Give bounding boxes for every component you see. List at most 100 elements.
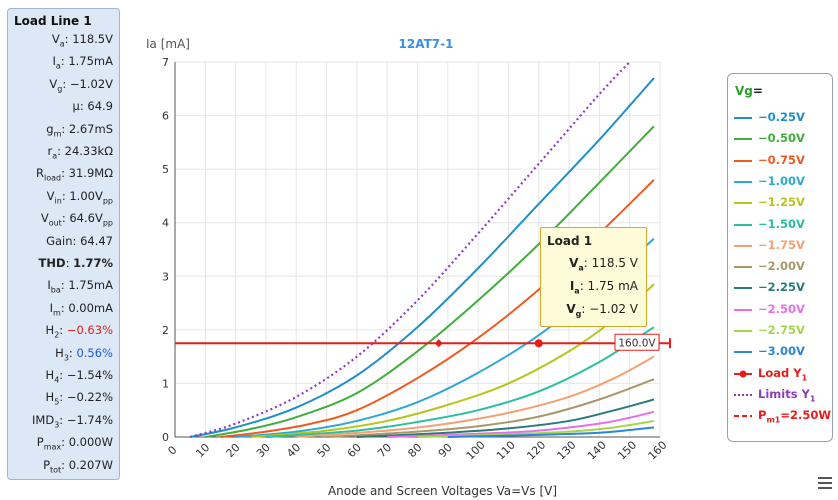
y-axis-label: Ia [mA] [146, 37, 190, 51]
x-tick-label: 80 [405, 441, 424, 460]
y-tick-label: 5 [162, 163, 169, 176]
x-tick-label: 40 [284, 441, 303, 460]
panel-row: Vout: 64.6Vpp [40, 211, 113, 228]
legend-item[interactable]: −1.50V [734, 217, 830, 233]
x-axis-label: Anode and Screen Voltages Va=Vs [V] [328, 484, 557, 498]
tooltip-title: Load 1 [547, 234, 593, 248]
tooltip-row: Vg: −1.02 V [566, 302, 638, 319]
legend-item[interactable]: Pm1=2.50W [734, 408, 832, 425]
x-tick-label: 110 [494, 439, 518, 463]
x-tick-label: 120 [524, 439, 548, 463]
x-tick-label: 0 [165, 443, 179, 457]
x-tick-label: 60 [345, 441, 364, 460]
x-tick-label: 160 [646, 439, 670, 463]
y-tick-label: 6 [162, 110, 169, 123]
y-tick-label: 7 [162, 56, 169, 69]
legend-label: −3.00V [758, 344, 805, 359]
legend-item[interactable]: −0.50V [734, 131, 830, 147]
legend-label: Load Y1 [758, 365, 808, 382]
series-line [356, 398, 655, 438]
marker-label: 160.0V [618, 337, 656, 349]
series-line [189, 77, 655, 438]
legend-item[interactable]: −3.00V [734, 344, 830, 360]
legend-label: −2.50V [758, 301, 805, 316]
panel-row: Ia: 1.75mA [52, 54, 113, 71]
series-line [265, 326, 655, 438]
panel-row: THD: 1.77% [38, 256, 113, 270]
panel-row: μ: 64.9 [72, 99, 113, 114]
legend-item[interactable]: −0.25V [734, 110, 830, 126]
panel-row: H5: −0.22% [45, 390, 113, 407]
legend-label: −0.25V [758, 110, 805, 124]
x-tick-label: 30 [254, 441, 273, 460]
series-line [387, 410, 655, 438]
y-tick-label: 3 [162, 270, 169, 283]
y-tick-label: 4 [162, 217, 169, 230]
legend-item[interactable]: −0.75V [734, 153, 830, 169]
x-tick-label: 100 [464, 439, 488, 463]
panel-row: Va: 118.5V [51, 32, 113, 49]
legend-label: Limits Y1 [758, 386, 816, 404]
legend-label: −2.75V [758, 323, 805, 337]
x-tick-label: 130 [555, 439, 579, 463]
load-tooltip: Load 1 Va: 118.5 V Ia: 1.75 mA Vg: −1.02 V [540, 227, 647, 327]
panel-row: ra: 24.33kΩ [47, 144, 113, 161]
legend-item[interactable]: Load Y1 [734, 366, 830, 382]
x-tick-label: 50 [315, 441, 334, 460]
y-tick-label: 0 [162, 431, 169, 444]
panel-row: Iba: 1.75mA [47, 278, 113, 295]
legend-item[interactable]: −2.25V [734, 280, 830, 296]
x-tick-label: 20 [224, 441, 243, 460]
legend-label: −1.50V [758, 216, 805, 231]
legend-label: −2.25V [758, 280, 805, 295]
limits-line [189, 61, 631, 439]
panel-title: Load Line 1 [14, 14, 92, 28]
legend-item[interactable]: −1.25V [734, 195, 830, 211]
legend-item[interactable]: −2.00V [734, 259, 830, 275]
panel-row: gm: 2.67mS [46, 121, 113, 138]
x-tick-label: 10 [193, 441, 212, 460]
panel-row: Gain: 64.47 [46, 233, 113, 248]
chart-title: 12AT7-1 [399, 37, 454, 51]
legend-item[interactable]: −1.00V [734, 174, 830, 190]
panel-row: IMD3: −1.74% [32, 412, 113, 430]
y-tick-label: 1 [162, 377, 169, 390]
panel-row: Ptot: 0.207W [43, 457, 113, 474]
legend-label: −0.75V [758, 152, 805, 167]
load-point [534, 339, 543, 348]
panel-row: H3: 0.56% [55, 345, 113, 362]
legend-title: Vg= [735, 84, 763, 98]
load-point [434, 339, 443, 348]
x-tick-label: 90 [436, 441, 455, 460]
panel-row: H4: −1.54% [45, 368, 113, 385]
legend: Vg= −0.25V −0.50V −0.75V −1.00V −1.25V −1.50V… [727, 73, 833, 442]
y-tick-label: 2 [162, 324, 169, 337]
panel-row: Vin: 1.00Vpp [46, 188, 113, 206]
legend-item[interactable]: −1.75V [734, 238, 830, 254]
tooltip-row: Ia: 1.75 mA [569, 279, 638, 296]
panel-row: Vg: −1.02V [49, 76, 113, 94]
series-line [205, 125, 655, 438]
legend-label: −1.00V [758, 173, 805, 188]
panel-row: Pmax: 0.000W [36, 435, 113, 452]
hamburger-menu-icon[interactable] [818, 477, 832, 489]
legend-label: −2.00V [758, 259, 805, 274]
panel-row: Rload: 31.9MΩ [36, 166, 113, 183]
series-line [326, 378, 655, 438]
series-line [447, 426, 655, 438]
panel-row: Im: 0.00mA [49, 300, 113, 318]
legend-label: Pm1=2.50W [758, 408, 832, 425]
legend-label: −0.50V [758, 131, 805, 146]
legend-label: −1.25V [758, 195, 805, 210]
tooltip-row: Va: 118.5 V [569, 256, 638, 273]
x-tick-label: 140 [585, 439, 609, 463]
x-tick-label: 70 [375, 441, 394, 460]
legend-item[interactable]: Limits Y1 [734, 387, 830, 403]
series-line [296, 355, 655, 438]
legend-item[interactable]: −2.50V [734, 302, 830, 318]
load-line-info-panel: Load Line 1 Va: 118.5V Ia: 1.75mA Vg: −1.0… [7, 8, 120, 480]
panel-row: H2: −0.63% [45, 323, 113, 340]
x-tick-label: 150 [615, 439, 639, 463]
legend-item[interactable]: −2.75V [734, 323, 830, 339]
